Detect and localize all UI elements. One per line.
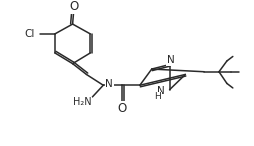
Text: N: N xyxy=(105,79,113,89)
Text: N: N xyxy=(166,55,174,65)
Text: H₂N: H₂N xyxy=(73,97,91,107)
Text: N: N xyxy=(156,86,164,96)
Text: O: O xyxy=(69,0,78,13)
Text: H: H xyxy=(154,92,161,101)
Text: O: O xyxy=(117,102,126,115)
Text: Cl: Cl xyxy=(24,29,34,39)
